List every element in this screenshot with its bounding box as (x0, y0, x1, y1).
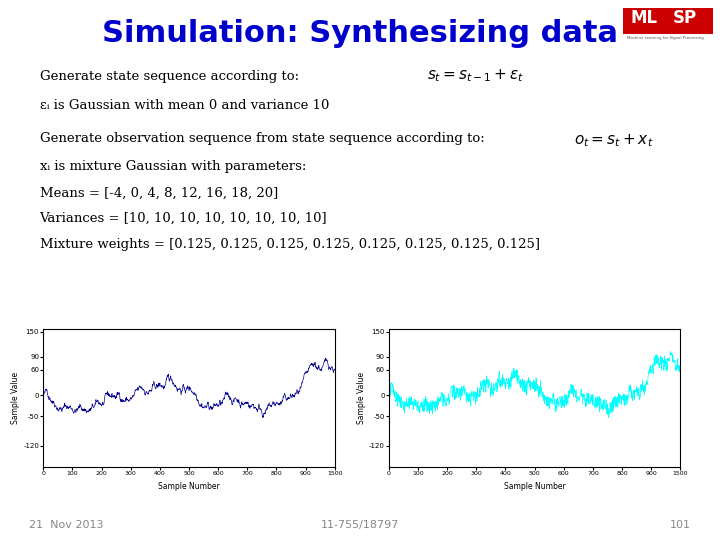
Y-axis label: Sample Value: Sample Value (357, 372, 366, 424)
Text: ML: ML (630, 9, 657, 28)
Text: Machine Learning for Signal Processing: Machine Learning for Signal Processing (627, 36, 704, 40)
Text: Mixture weights = [0.125, 0.125, 0.125, 0.125, 0.125, 0.125, 0.125, 0.125]: Mixture weights = [0.125, 0.125, 0.125, … (40, 238, 539, 251)
X-axis label: Sample Number: Sample Number (158, 482, 220, 491)
X-axis label: Sample Number: Sample Number (504, 482, 565, 491)
Text: Means = [-4, 0, 4, 8, 12, 16, 18, 20]: Means = [-4, 0, 4, 8, 12, 16, 18, 20] (40, 186, 278, 199)
Text: 11-755/18797: 11-755/18797 (321, 520, 399, 530)
Text: Generate state sequence according to:: Generate state sequence according to: (40, 70, 299, 83)
Text: xᵢ is mixture Gaussian with parameters:: xᵢ is mixture Gaussian with parameters: (40, 160, 306, 173)
Text: 101: 101 (670, 520, 691, 530)
Text: Generate observation sequence from state sequence according to:: Generate observation sequence from state… (40, 132, 485, 145)
Text: SP: SP (672, 9, 696, 28)
Text: Simulation: Synthesizing data: Simulation: Synthesizing data (102, 19, 618, 48)
Text: $s_t = s_{t-1} + \varepsilon_t$: $s_t = s_{t-1} + \varepsilon_t$ (426, 68, 524, 84)
Text: Variances = [10, 10, 10, 10, 10, 10, 10, 10]: Variances = [10, 10, 10, 10, 10, 10, 10,… (40, 212, 327, 225)
Y-axis label: Sample Value: Sample Value (12, 372, 20, 424)
Text: 21  Nov 2013: 21 Nov 2013 (29, 520, 103, 530)
Text: εᵢ is Gaussian with mean 0 and variance 10: εᵢ is Gaussian with mean 0 and variance … (40, 99, 329, 112)
Text: $o_t = s_t + x_t$: $o_t = s_t + x_t$ (574, 132, 654, 149)
FancyBboxPatch shape (623, 8, 713, 35)
